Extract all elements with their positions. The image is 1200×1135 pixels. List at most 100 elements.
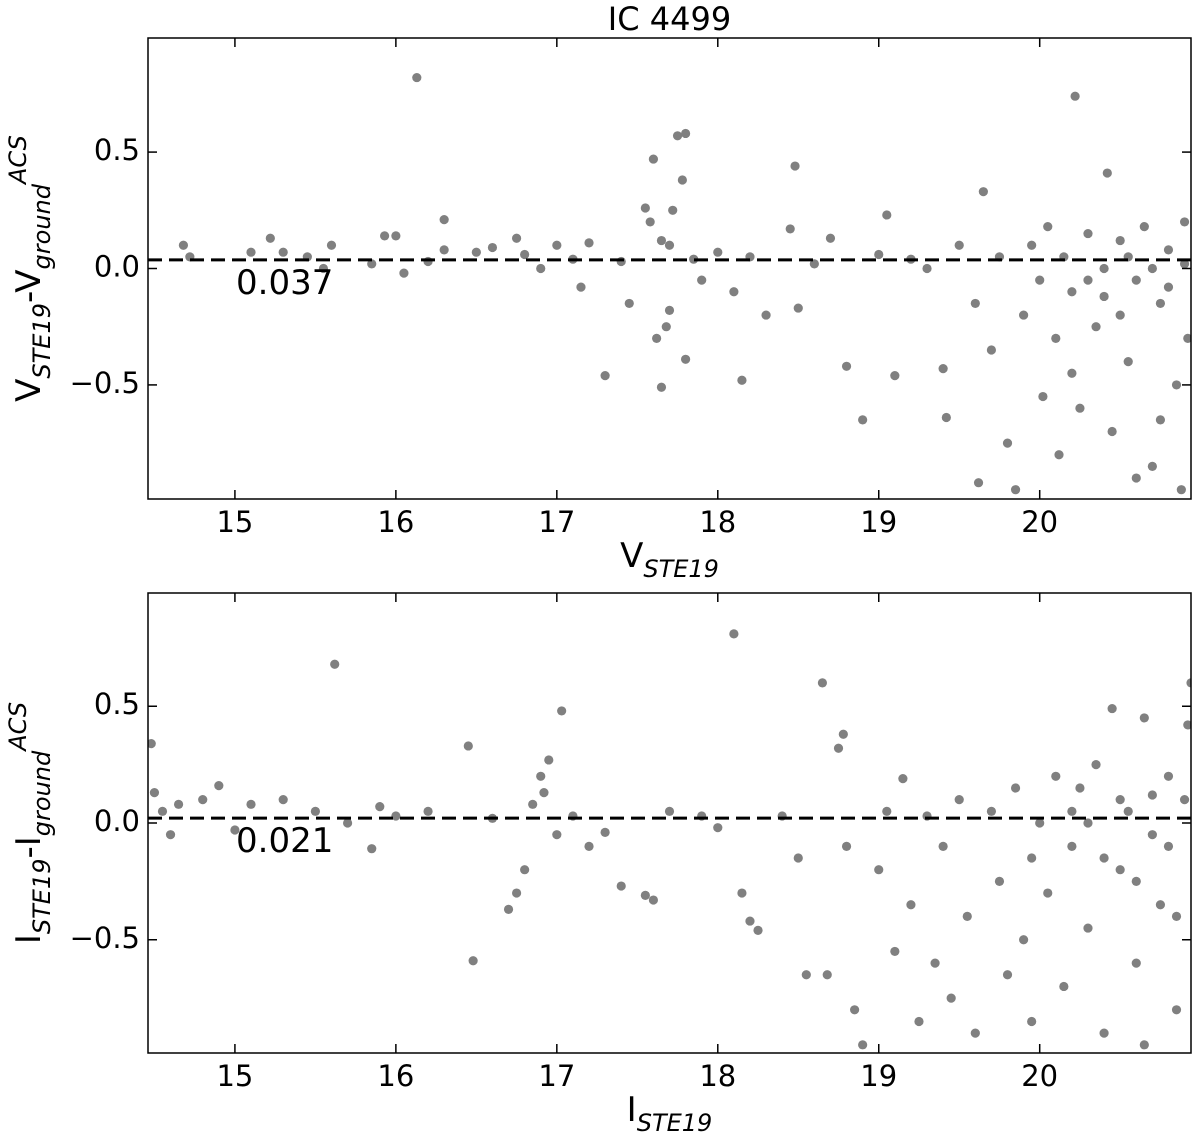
point <box>1075 403 1085 413</box>
point <box>367 844 377 854</box>
point <box>833 743 844 753</box>
point <box>1019 935 1029 945</box>
point <box>423 806 433 816</box>
point <box>841 841 852 851</box>
x-tick-label: 19 <box>860 505 897 539</box>
point <box>1083 275 1093 285</box>
point <box>914 1016 924 1027</box>
point <box>552 830 562 840</box>
point <box>544 755 554 765</box>
point <box>157 806 168 816</box>
y-axis-label: ISTE19-IgroundACS <box>4 702 56 944</box>
point <box>668 205 678 215</box>
point <box>729 629 739 639</box>
y-axis-label-part: ground <box>28 183 56 269</box>
x-tick-label: 19 <box>860 1059 897 1093</box>
point <box>1051 771 1061 781</box>
point <box>1091 322 1101 332</box>
point <box>890 946 900 957</box>
point <box>511 233 522 243</box>
point <box>552 240 562 250</box>
point <box>1102 168 1112 178</box>
point <box>850 1005 860 1015</box>
x-axis-label-part: STE19 <box>643 555 719 583</box>
point <box>680 354 691 364</box>
point <box>342 818 353 828</box>
point <box>1083 923 1093 933</box>
point <box>680 128 691 139</box>
point <box>793 853 803 863</box>
point <box>246 799 256 809</box>
point <box>890 371 900 381</box>
x-tick-label: 16 <box>377 505 414 539</box>
point <box>841 361 852 371</box>
point <box>1010 485 1021 495</box>
point <box>1147 830 1157 840</box>
point <box>584 841 594 851</box>
plot-area <box>178 72 1191 495</box>
point <box>978 187 988 197</box>
point <box>487 242 498 253</box>
point <box>874 249 884 260</box>
point <box>1155 415 1166 425</box>
point <box>1075 783 1085 793</box>
x-tick-label: 17 <box>538 1059 575 1093</box>
point <box>713 823 723 833</box>
point <box>1171 911 1182 922</box>
point <box>468 956 478 966</box>
point <box>439 245 449 255</box>
y-axis-label-part: ACS <box>4 702 32 753</box>
point <box>640 890 650 900</box>
point <box>1171 380 1182 390</box>
point <box>648 895 659 905</box>
point <box>1043 888 1053 898</box>
point <box>1070 91 1080 101</box>
x-axis-label-part: STE19 <box>637 1109 713 1135</box>
point <box>214 781 224 791</box>
point <box>1054 450 1064 460</box>
point <box>198 795 208 805</box>
y-axis-label-part: STE19 <box>28 303 56 379</box>
point <box>265 233 275 243</box>
point <box>1051 333 1061 343</box>
point <box>1171 1005 1182 1015</box>
point <box>809 259 819 269</box>
point <box>1115 310 1125 320</box>
point <box>946 993 956 1003</box>
y-axis-label-part: STE19 <box>28 858 56 934</box>
point <box>1139 221 1149 232</box>
point <box>600 371 610 381</box>
x-tick-label: 15 <box>216 505 253 539</box>
point <box>1043 221 1053 232</box>
point <box>1027 1016 1037 1027</box>
point <box>941 412 951 423</box>
point <box>938 841 948 851</box>
point <box>729 287 739 297</box>
point <box>536 771 546 781</box>
point <box>906 900 916 910</box>
point <box>713 247 723 257</box>
point <box>1163 771 1174 781</box>
point <box>1131 473 1141 483</box>
point <box>938 364 948 374</box>
point <box>230 825 240 835</box>
point <box>318 263 329 274</box>
x-axis-label: VSTE19 <box>620 536 719 583</box>
reference-label: 0.037 <box>236 263 333 303</box>
point <box>962 911 972 922</box>
x-tick-label: 20 <box>1021 505 1058 539</box>
point <box>503 904 514 914</box>
point <box>391 811 401 821</box>
point <box>970 1028 980 1038</box>
point <box>471 247 481 257</box>
x-axis-label: ISTE19 <box>627 1090 713 1135</box>
point <box>520 249 530 260</box>
point <box>753 925 763 936</box>
point <box>310 806 320 816</box>
point <box>1155 298 1166 309</box>
point <box>1067 287 1077 297</box>
reference-label: 0.021 <box>236 821 333 861</box>
y-axis-label-part: I <box>9 934 49 944</box>
point <box>330 659 340 669</box>
point <box>656 382 667 392</box>
